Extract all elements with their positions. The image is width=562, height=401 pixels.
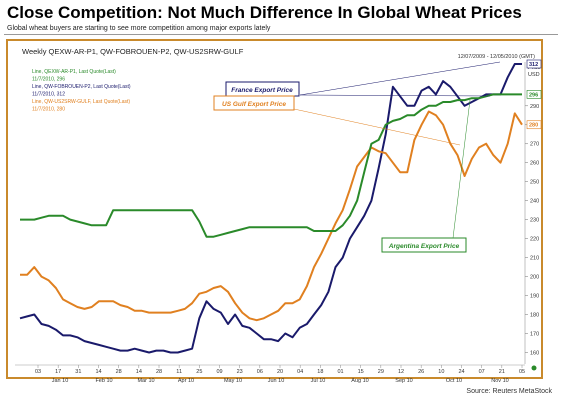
x-day-label: 10 — [438, 369, 444, 375]
annotation-argentina: Argentina Export Price — [388, 243, 460, 250]
x-day-label: 12 — [398, 369, 404, 375]
y-tick-label: 240 — [530, 199, 539, 205]
x-month-label: Apr 10 — [178, 378, 194, 384]
last-value-box — [526, 59, 542, 69]
legend-line: 11/7/2010, 296 — [32, 77, 65, 83]
series-line — [20, 110, 523, 322]
y-tick-label: 220 — [530, 237, 539, 243]
date-range: 12/07/2009 - 12/05/2010 (GMT) — [458, 54, 536, 60]
x-month-label: Mar 10 — [137, 378, 154, 384]
x-day-label: 23 — [237, 369, 243, 375]
x-day-label: 05 — [519, 369, 525, 375]
y-tick-label: 210 — [530, 256, 539, 262]
x-month-label: Sep 10 — [395, 378, 412, 384]
last-value-box — [526, 120, 542, 130]
x-day-label: 14 — [136, 369, 142, 375]
x-day-label: 14 — [95, 369, 101, 375]
x-month-label: Feb 10 — [95, 378, 112, 384]
y-tick-label: 250 — [530, 180, 539, 186]
y-tick-label: 260 — [530, 161, 539, 167]
x-day-label: 04 — [297, 369, 303, 375]
x-day-label: 09 — [216, 369, 222, 375]
x-day-label: 26 — [418, 369, 424, 375]
x-month-label: Jul 10 — [311, 378, 326, 384]
x-day-label: 11 — [176, 369, 182, 375]
x-day-label: 06 — [257, 369, 263, 375]
y-tick-label: 230 — [530, 218, 539, 224]
annotation-leader — [299, 61, 501, 96]
annotation-leader — [293, 108, 461, 146]
legend-line: Line, QW-FOBROUEN-P2, Last Quote(Last) — [32, 84, 131, 90]
divider — [4, 34, 558, 35]
last-value-box — [526, 90, 542, 99]
annotation-france: France Export Price — [231, 87, 293, 94]
x-day-label: 01 — [337, 369, 343, 375]
page-title: Close Competition: Not Much Difference I… — [7, 3, 522, 22]
y-tick-label: 290 — [530, 104, 539, 110]
x-month-label: May 10 — [224, 378, 242, 384]
series-line — [19, 63, 522, 354]
legend-line: Line, QW-US2SRW-GULF, Last Quote(Last) — [32, 99, 130, 105]
annotation-box — [381, 237, 467, 253]
annotation-us-gulf: US Gulf Export Price — [222, 101, 286, 108]
y-tick-label: 170 — [530, 332, 539, 338]
last-value-label: 280 — [529, 123, 538, 129]
x-day-label: 29 — [378, 369, 384, 375]
x-day-label: 28 — [156, 369, 162, 375]
series-line — [20, 93, 522, 238]
x-month-label: Jan 10 — [52, 378, 69, 384]
x-day-label: 31 — [75, 369, 81, 375]
y-tick-label: 180 — [530, 313, 539, 319]
y-tick-label: 160 — [530, 351, 539, 357]
panel-title: Weekly QEXW-AR-P1, QW-FOBROUEN-P2, QW-US… — [22, 47, 244, 56]
x-day-label: 07 — [479, 369, 485, 375]
x-month-label: Nov 10 — [491, 378, 508, 384]
x-day-label: 17 — [55, 369, 61, 375]
x-day-label: 18 — [317, 369, 323, 375]
x-month-label: Aug 10 — [351, 378, 368, 384]
legend-line: Line, QEXW-AR-P1, Last Quote(Last) — [32, 69, 116, 75]
page-subtitle: Global wheat buyers are starting to see … — [7, 25, 271, 32]
annotation-leader — [452, 99, 471, 239]
x-day-label: 21 — [499, 369, 505, 375]
source-note: Source: Reuters MetaStock — [466, 388, 552, 395]
legend-line: 11/7/2010, 312 — [32, 92, 65, 98]
y-tick-label: 190 — [530, 294, 539, 300]
x-day-label: 25 — [196, 369, 202, 375]
legend-line: 11/7/2010, 280 — [32, 107, 65, 113]
unit-label: USD — [528, 72, 540, 78]
x-month-label: Oct 10 — [446, 378, 462, 384]
last-value-label: 296 — [529, 92, 538, 98]
last-value-label: 312 — [529, 62, 538, 68]
x-day-label: 28 — [116, 369, 122, 375]
annotation-leader — [299, 94, 491, 97]
end-marker — [531, 365, 537, 371]
x-day-label: 03 — [35, 369, 41, 375]
y-tick-label: 270 — [530, 142, 539, 148]
x-day-label: 24 — [458, 369, 464, 375]
y-tick-label: 200 — [530, 275, 539, 281]
x-month-label: Jun 10 — [268, 378, 285, 384]
x-day-label: 20 — [277, 369, 283, 375]
x-day-label: 15 — [358, 369, 364, 375]
annotation-box — [213, 95, 295, 111]
